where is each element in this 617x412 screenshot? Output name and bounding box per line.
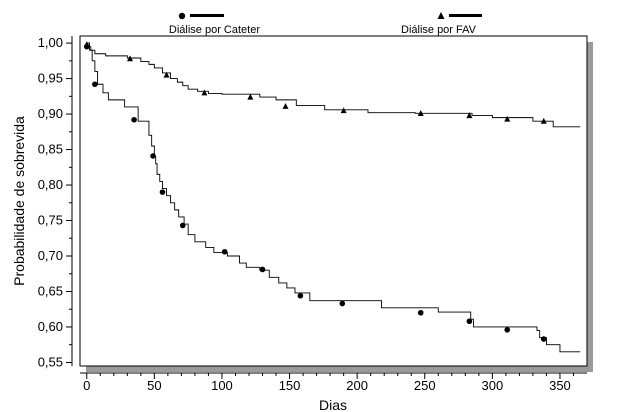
x-tick-label: 250 [414, 378, 436, 393]
y-tick-label: 0,80 [38, 177, 63, 192]
point-marker [540, 117, 547, 124]
series-line-1 [86, 42, 581, 128]
legend-label-cateter: Diálise por Cateter [169, 24, 260, 36]
point-marker [339, 300, 346, 307]
point-marker [504, 115, 511, 122]
y-tick-label: 0,90 [38, 106, 63, 121]
legend: Diálise por Cateter Diálise por FAV [169, 12, 482, 36]
point-marker [247, 93, 254, 100]
y-tick-label: 0,60 [38, 319, 63, 334]
point-marker [340, 107, 347, 114]
point-marker [163, 71, 170, 78]
point-marker [504, 327, 511, 333]
marker-layer [83, 41, 547, 342]
point-marker [127, 55, 134, 62]
series-line-0 [86, 42, 581, 353]
y-tick-label: 0,65 [38, 283, 63, 298]
legend-entry-cateter: Diálise por Cateter [169, 12, 260, 36]
y-tick-label: 0,95 [38, 71, 63, 86]
x-tick-label: 100 [211, 378, 233, 393]
y-tick-label: 0,55 [38, 354, 63, 369]
point-marker [92, 81, 98, 88]
y-tick-label: 1,00 [38, 35, 63, 50]
point-marker [131, 116, 137, 123]
legend-marker-triangle [437, 12, 445, 19]
plot-area [79, 35, 588, 367]
point-marker [259, 266, 266, 273]
point-marker [83, 41, 90, 48]
x-tick-label: 300 [482, 378, 504, 393]
point-marker [159, 189, 166, 195]
point-marker [297, 292, 304, 299]
point-marker [150, 153, 156, 159]
y-tick-label: 0,70 [38, 248, 63, 263]
x-axis-title: Dias [319, 397, 347, 412]
y-axis-title: Probabilidade de sobrevida [11, 116, 27, 286]
y-axis: 0,55 0,60 0,65 0,70 0,75 0,80 0,85 0,90 0,95 1,00 [38, 35, 73, 369]
x-axis: 0 50 100 150 200 250 300 350 [80, 372, 587, 393]
x-tick-label: 350 [549, 378, 571, 393]
legend-line-cateter [190, 14, 224, 17]
point-marker [540, 336, 547, 342]
point-marker [466, 318, 473, 325]
x-tick-label: 150 [279, 378, 301, 393]
point-marker [221, 248, 228, 255]
legend-line-fav [449, 14, 482, 17]
y-tick-label: 0,75 [38, 213, 63, 228]
legend-label-fav: Diálise por FAV [401, 24, 477, 36]
legend-entry-fav: Diálise por FAV [401, 12, 482, 36]
point-marker [466, 112, 473, 119]
x-tick-label: 50 [147, 378, 161, 393]
x-tick-label: 0 [83, 378, 90, 393]
x-tick-label: 200 [346, 378, 368, 393]
y-tick-label: 0,85 [38, 142, 63, 157]
point-marker [201, 89, 208, 96]
point-marker [417, 110, 424, 116]
legend-marker-circle [178, 12, 186, 20]
point-marker [417, 309, 424, 316]
series-layer [86, 42, 581, 353]
point-marker [179, 222, 186, 229]
point-marker [282, 102, 289, 109]
